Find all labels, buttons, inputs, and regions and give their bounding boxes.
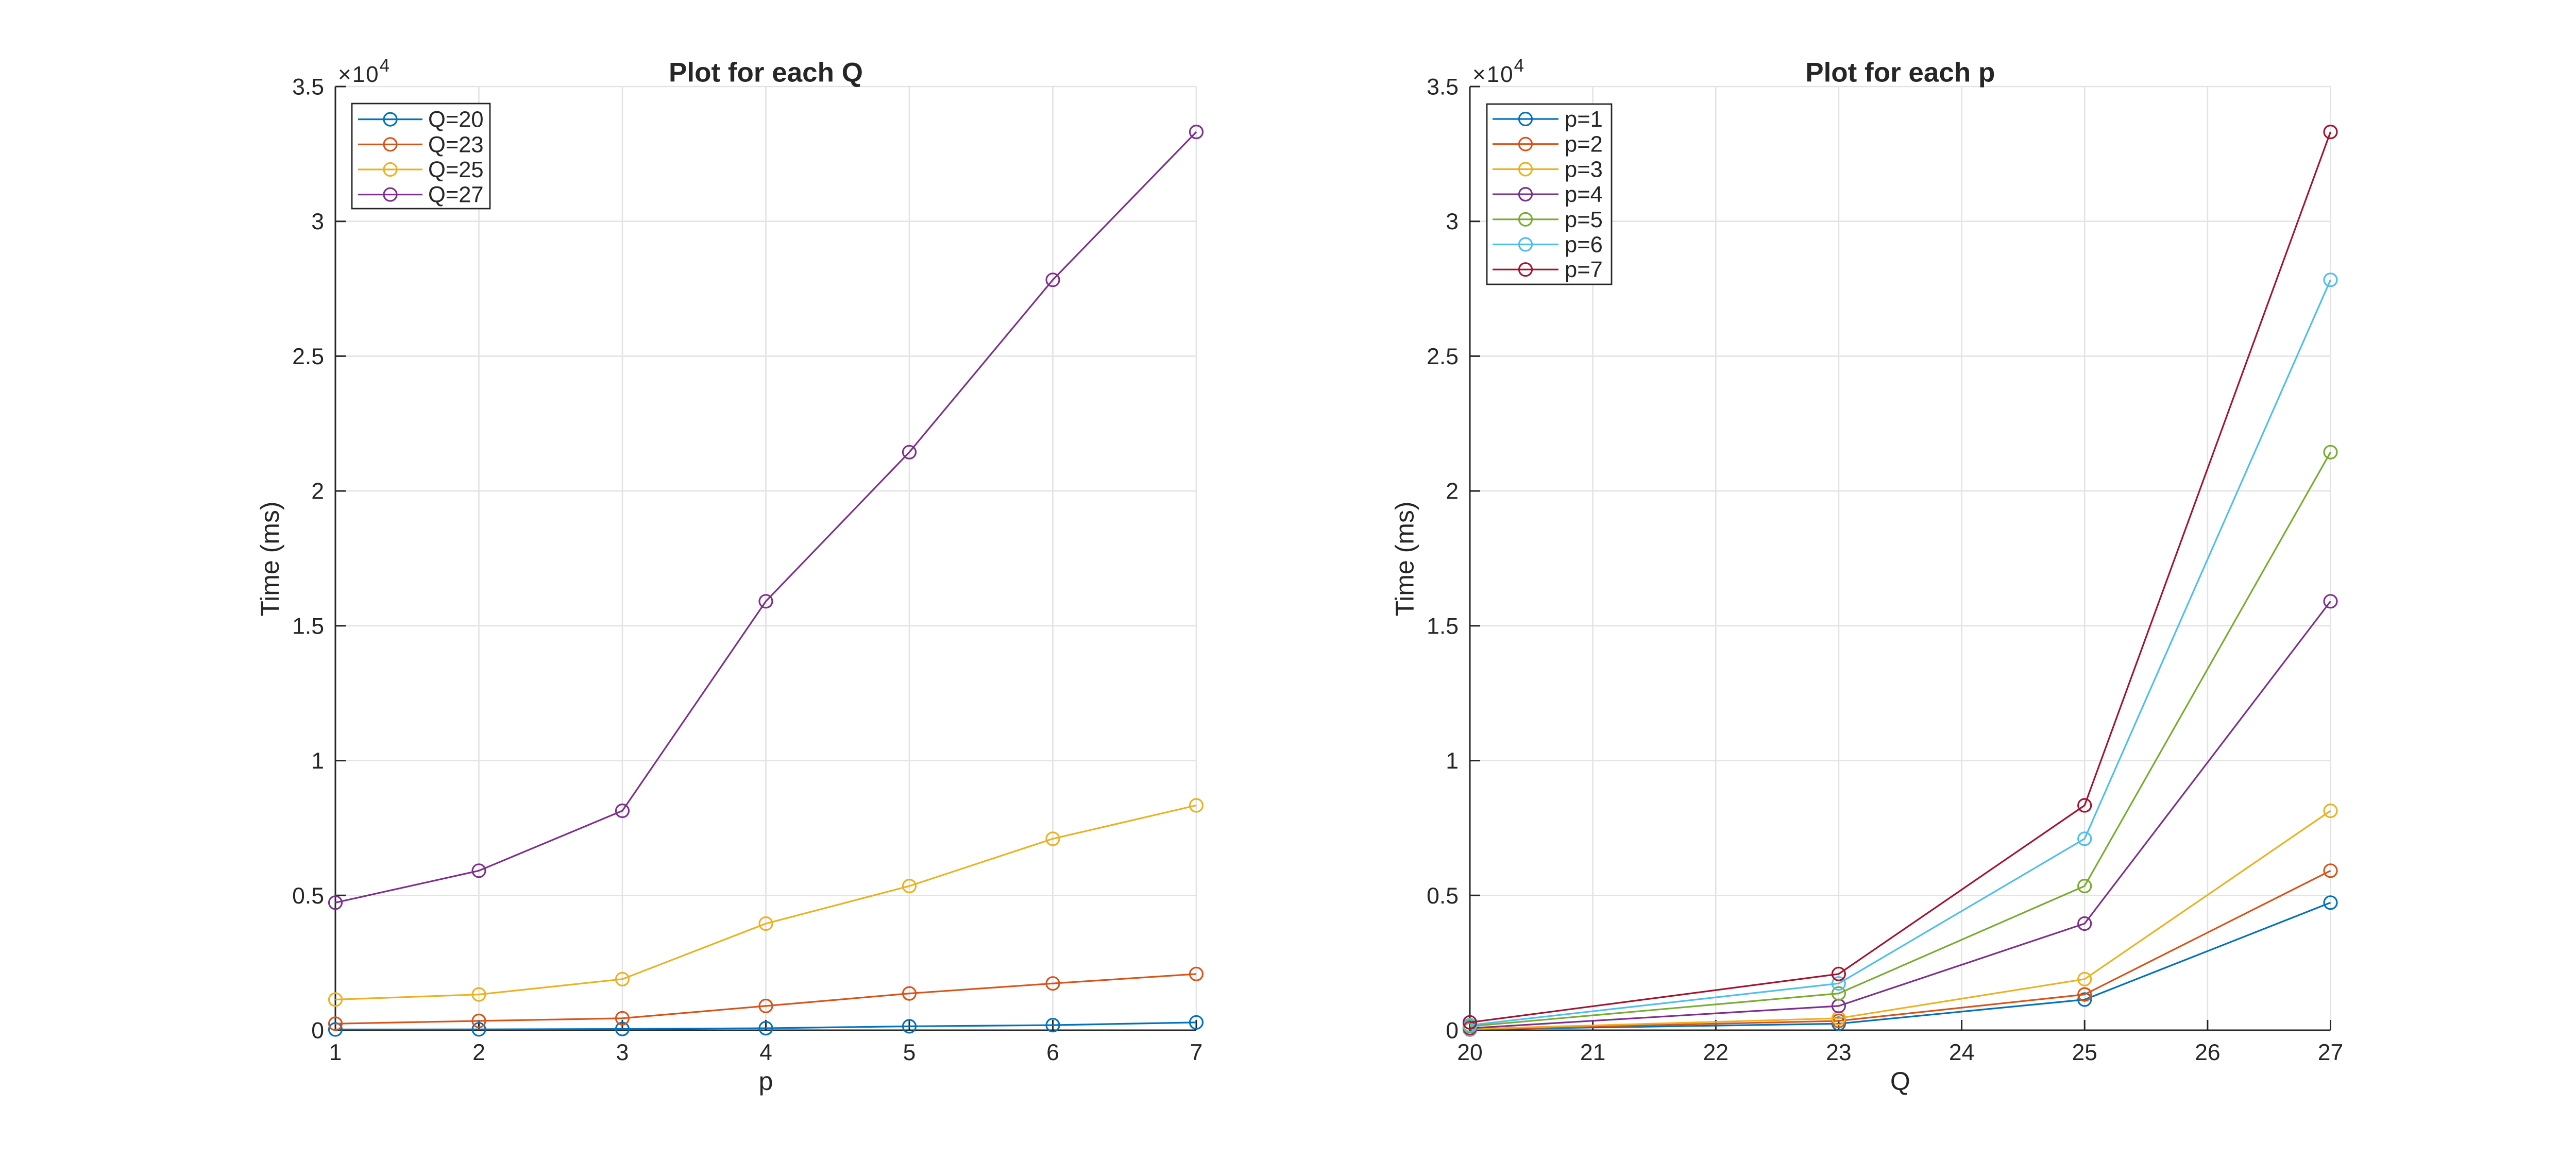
svg-text:1: 1 [1446, 748, 1459, 774]
svg-text:0: 0 [311, 1018, 324, 1044]
svg-text:Q=23: Q=23 [428, 132, 484, 157]
svg-text:Q: Q [1890, 1067, 1910, 1096]
svg-text:1.5: 1.5 [292, 613, 324, 639]
svg-text:p: p [759, 1067, 773, 1096]
svg-text:2: 2 [311, 479, 324, 504]
svg-text:Time (ms): Time (ms) [1391, 501, 1419, 616]
svg-text:4: 4 [759, 1040, 772, 1065]
svg-text:1.5: 1.5 [1427, 613, 1459, 639]
svg-text:p=3: p=3 [1565, 157, 1603, 182]
svg-text:p=1: p=1 [1565, 107, 1603, 132]
svg-text:p=7: p=7 [1565, 258, 1603, 282]
svg-text:p=6: p=6 [1565, 233, 1603, 258]
svg-text:27: 27 [2318, 1040, 2344, 1065]
svg-text:Time (ms): Time (ms) [256, 501, 284, 616]
svg-text:Q=25: Q=25 [428, 158, 484, 182]
svg-text:1: 1 [311, 748, 324, 774]
svg-text:2.5: 2.5 [1427, 344, 1459, 369]
svg-text:2: 2 [472, 1040, 485, 1065]
svg-text:7: 7 [1190, 1040, 1203, 1065]
svg-text:p=4: p=4 [1565, 182, 1603, 207]
svg-text:3: 3 [311, 209, 324, 234]
svg-text:1: 1 [329, 1040, 342, 1065]
svg-text:23: 23 [1826, 1040, 1852, 1065]
svg-text:0: 0 [1446, 1018, 1459, 1044]
svg-text:5: 5 [903, 1040, 916, 1065]
svg-text:Plot for each p: Plot for each p [1805, 58, 1995, 88]
svg-text:3: 3 [1446, 209, 1459, 234]
svg-text:26: 26 [2195, 1040, 2221, 1065]
svg-text:22: 22 [1703, 1040, 1729, 1065]
svg-text:p=2: p=2 [1565, 132, 1603, 157]
svg-text:2: 2 [1446, 479, 1459, 504]
svg-text:Q=20: Q=20 [428, 108, 484, 132]
svg-text:21: 21 [1580, 1040, 1606, 1065]
svg-text:p=5: p=5 [1565, 208, 1603, 232]
svg-text:0.5: 0.5 [1427, 883, 1459, 909]
svg-text:3: 3 [616, 1040, 629, 1065]
svg-text:2.5: 2.5 [292, 344, 324, 369]
svg-text:Plot for each Q: Plot for each Q [669, 58, 863, 88]
svg-text:0.5: 0.5 [292, 883, 324, 909]
svg-text:3.5: 3.5 [1427, 75, 1459, 100]
svg-text:24: 24 [1949, 1040, 1975, 1065]
svg-text:×104: ×104 [338, 56, 391, 87]
svg-text:20: 20 [1457, 1040, 1483, 1065]
svg-text:25: 25 [2072, 1040, 2097, 1065]
svg-text:3.5: 3.5 [292, 75, 324, 100]
svg-text:Q=27: Q=27 [428, 183, 484, 208]
svg-text:6: 6 [1046, 1040, 1059, 1065]
